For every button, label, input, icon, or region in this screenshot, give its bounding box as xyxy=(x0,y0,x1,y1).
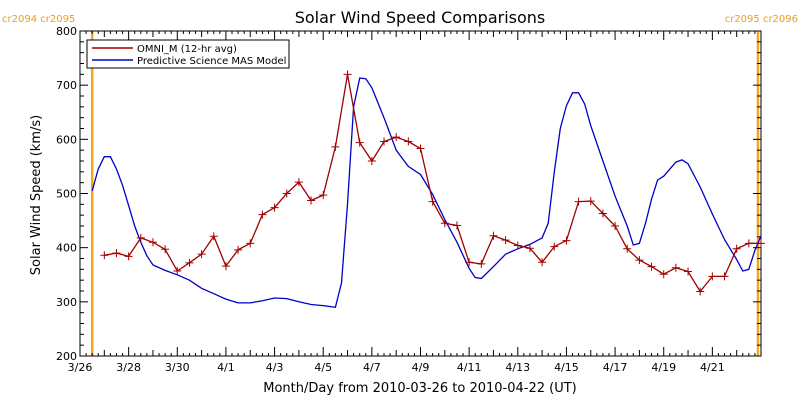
series-point xyxy=(465,258,474,267)
series-point xyxy=(234,245,243,254)
series-point xyxy=(538,258,547,267)
series-point xyxy=(294,178,303,187)
x-tick-label: 4/13 xyxy=(505,361,530,374)
x-tick-label: 4/17 xyxy=(603,361,628,374)
x-tick-label: 4/9 xyxy=(412,361,430,374)
series-point xyxy=(611,222,620,230)
series-point xyxy=(380,137,389,146)
series-point xyxy=(112,249,121,258)
x-tick-label: 4/15 xyxy=(554,361,579,374)
series-point xyxy=(635,256,644,265)
series-point xyxy=(598,209,607,218)
series-point xyxy=(428,197,437,206)
x-tick-label: 4/1 xyxy=(217,361,235,374)
series-point xyxy=(319,191,328,200)
series-point xyxy=(367,157,376,165)
y-tick-label: 200 xyxy=(56,350,77,363)
series-point xyxy=(331,142,340,151)
series-point xyxy=(221,262,230,271)
series-point xyxy=(477,259,486,268)
series-point xyxy=(732,244,741,253)
legend-label-0: OMNI_M (12-hr avg) xyxy=(137,44,237,55)
series-point xyxy=(671,263,680,272)
series-point xyxy=(392,133,401,142)
x-tick-label: 4/11 xyxy=(457,361,482,374)
series-point xyxy=(525,244,534,253)
series-point xyxy=(148,238,157,247)
series-point xyxy=(100,251,109,260)
y-tick-label: 800 xyxy=(56,25,77,38)
y-axis-label: Solar Wind Speed (km/s) xyxy=(29,115,44,275)
series-point xyxy=(416,144,425,153)
series-point xyxy=(246,239,255,248)
series-point xyxy=(696,287,705,296)
series-point xyxy=(209,232,218,241)
series-point xyxy=(744,239,753,248)
series-point xyxy=(270,203,279,212)
series-point xyxy=(173,266,182,275)
series-point xyxy=(647,262,656,271)
series-point xyxy=(720,272,729,281)
series-point xyxy=(355,138,364,147)
series-point xyxy=(623,244,632,253)
x-tick-label: 3/28 xyxy=(116,361,141,374)
carrington-label-1: cr2095 cr2096 xyxy=(725,14,798,25)
series-point xyxy=(574,197,583,206)
y-tick-label: 300 xyxy=(56,296,77,309)
y-tick-label: 500 xyxy=(56,188,77,201)
series-point xyxy=(586,197,595,206)
series-point xyxy=(343,70,352,79)
x-tick-label: 4/7 xyxy=(363,361,381,374)
series-point xyxy=(708,272,717,281)
axes: 200 300 400 500 600 700 800 3/26 3/28 3/30 4/1 4/3 4… xyxy=(56,25,762,374)
series-point xyxy=(197,250,206,259)
series-point xyxy=(452,221,461,230)
x-axis-label: Month/Day from 2010-03-26 to 2010-04-22 … xyxy=(263,381,576,396)
x-tick-label: 4/5 xyxy=(314,361,332,374)
series-point xyxy=(124,252,133,261)
x-tick-label: 3/26 xyxy=(68,361,93,374)
series-point xyxy=(185,258,194,267)
x-tick-label: 4/3 xyxy=(266,361,284,374)
series-point xyxy=(258,210,267,219)
legend-box xyxy=(86,39,290,69)
series-point xyxy=(307,196,316,205)
legend-label-1: Predictive Science MAS Model xyxy=(137,56,286,67)
legend: OMNI_M (12-hr avg)Predictive Science MAS… xyxy=(86,39,290,69)
series-lines xyxy=(91,70,765,309)
series-point xyxy=(659,270,668,279)
series-point xyxy=(161,245,170,254)
series-point xyxy=(282,189,291,198)
series-point xyxy=(513,241,522,250)
x-tick-label: 4/21 xyxy=(700,361,725,374)
series-point xyxy=(136,233,145,242)
x-tick-label: 4/19 xyxy=(651,361,676,374)
series-point xyxy=(757,239,765,248)
y-tick-label: 700 xyxy=(56,79,77,92)
x-tick-label: 3/30 xyxy=(165,361,190,374)
series-point xyxy=(501,236,510,245)
chart-title: Solar Wind Speed Comparisons xyxy=(295,8,546,27)
carrington-label-0: cr2094 cr2095 xyxy=(2,14,75,25)
y-tick-label: 400 xyxy=(56,242,77,255)
series-point xyxy=(562,236,571,245)
series-point xyxy=(489,231,498,240)
series-point xyxy=(440,219,449,228)
series-point xyxy=(404,137,413,146)
series-point xyxy=(684,267,693,276)
y-tick-label: 600 xyxy=(56,133,77,146)
series-point xyxy=(550,242,559,251)
